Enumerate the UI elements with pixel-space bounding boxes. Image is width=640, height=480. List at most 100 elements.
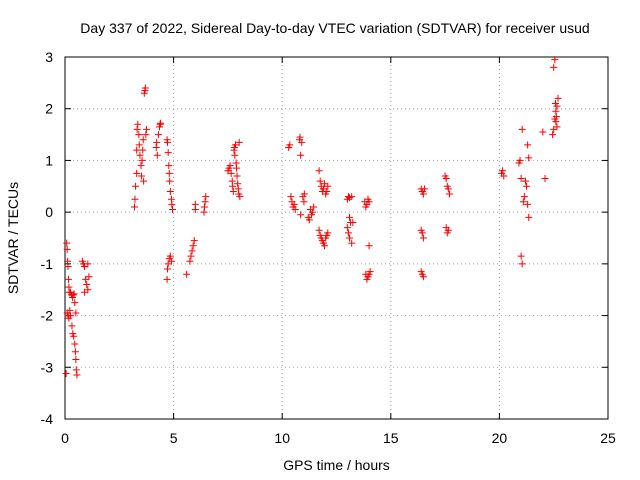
data-point [524, 141, 532, 149]
y-tick-label: -4 [41, 411, 54, 427]
data-point [442, 175, 450, 183]
data-point [229, 182, 237, 190]
data-point [71, 299, 79, 307]
data-point [191, 206, 199, 214]
data-point [233, 172, 241, 180]
data-point [418, 229, 426, 237]
data-point [169, 206, 177, 214]
data-point [517, 252, 525, 260]
data-points [62, 56, 562, 379]
data-point [168, 200, 176, 208]
data-point [348, 239, 356, 247]
data-point [300, 198, 308, 206]
plot-frame [64, 56, 609, 420]
data-point [236, 193, 244, 201]
chart-title: Day 337 of 2022, Sidereal Day-to-day VTE… [80, 20, 589, 36]
y-axis-label: SDTVAR / TECUs [5, 182, 21, 294]
data-point [186, 257, 194, 265]
data-point [68, 322, 76, 330]
data-point [135, 141, 143, 149]
data-point [81, 288, 89, 296]
data-point [189, 242, 197, 250]
data-point [183, 270, 191, 278]
data-point [444, 226, 452, 234]
x-tick-label: 20 [492, 430, 508, 446]
data-point [290, 200, 298, 208]
data-point [201, 198, 209, 206]
data-point [419, 273, 427, 281]
data-point [521, 177, 529, 185]
data-point [165, 169, 173, 177]
data-point [157, 119, 165, 127]
data-point [200, 203, 208, 211]
y-tick-label: -3 [41, 359, 54, 375]
data-point [523, 182, 531, 190]
data-point [142, 125, 150, 133]
data-point [366, 268, 374, 276]
data-point [286, 141, 294, 149]
data-point [227, 169, 235, 177]
data-point [554, 94, 562, 102]
grid [65, 57, 608, 419]
data-point [346, 213, 354, 221]
data-point [62, 369, 70, 377]
x-tick-label: 15 [383, 430, 399, 446]
data-point [419, 190, 427, 198]
data-point [305, 216, 313, 224]
data-point [324, 182, 332, 190]
data-point [163, 275, 171, 283]
data-point [518, 125, 526, 133]
data-point [137, 172, 145, 180]
data-point [297, 151, 305, 159]
data-point [444, 185, 452, 193]
data-point [343, 224, 351, 232]
data-point [234, 180, 242, 188]
data-point [549, 131, 557, 139]
data-point [134, 120, 142, 128]
data-point [520, 193, 528, 201]
data-point [166, 252, 174, 260]
data-point [64, 262, 72, 270]
data-point [553, 123, 561, 131]
data-point [164, 149, 172, 157]
data-point [541, 175, 549, 183]
data-point [235, 138, 243, 146]
data-point [524, 200, 532, 208]
data-point [70, 332, 78, 340]
data-point [518, 260, 526, 268]
data-point [420, 185, 428, 193]
data-point [287, 193, 295, 201]
data-point [133, 146, 141, 154]
axis-ticks: 0 5 10 15 20 25 -4 -3 -2 -1 0 1 2 3 [41, 49, 616, 446]
data-point [136, 151, 144, 159]
data-point [84, 260, 92, 268]
data-point [85, 273, 93, 281]
data-point [445, 190, 453, 198]
data-point [71, 340, 79, 348]
data-point [167, 257, 175, 265]
data-point [500, 172, 508, 180]
data-point [419, 234, 427, 242]
y-tick-label: 2 [45, 101, 53, 117]
data-point [310, 203, 318, 211]
data-point [131, 203, 139, 211]
data-point [309, 208, 317, 216]
data-point [349, 218, 357, 226]
x-tick-label: 10 [274, 430, 290, 446]
data-point [316, 177, 324, 185]
data-point [187, 252, 195, 260]
data-point [166, 187, 174, 195]
data-point [552, 112, 560, 120]
data-point [323, 187, 331, 195]
data-point [233, 164, 241, 172]
data-point [232, 141, 240, 149]
data-point [519, 198, 527, 206]
data-point [324, 229, 332, 237]
x-axis-label: GPS time / hours [283, 457, 390, 473]
data-point [140, 177, 148, 185]
data-point [71, 348, 79, 356]
data-point [153, 151, 161, 159]
data-point [64, 275, 72, 283]
data-point [365, 242, 373, 250]
